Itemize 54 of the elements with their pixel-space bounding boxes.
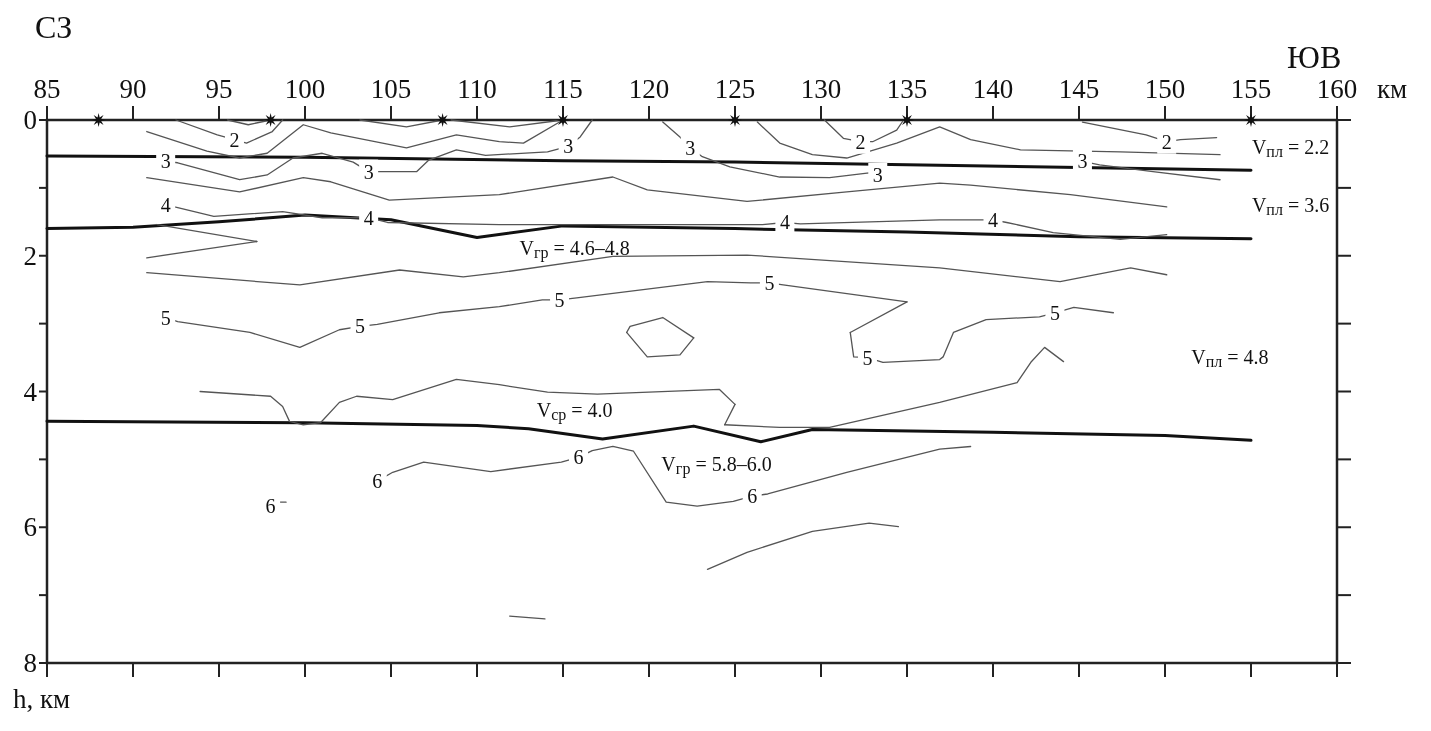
annotation: 3 — [685, 136, 696, 159]
x-tick-label: 155 — [1230, 74, 1272, 104]
annotation: 5 — [764, 271, 775, 294]
annotation: 3 — [1077, 150, 1088, 173]
x-tick-label: 95 — [205, 74, 233, 104]
annotation: 3 — [872, 163, 883, 186]
annotation: V$_{пл}$ = 2.2 — [1251, 136, 1330, 161]
x-tick-label: 145 — [1058, 74, 1100, 104]
y-tick-label: 2 — [23, 240, 37, 271]
annotation: V$_{пл}$ = 3.6 — [1251, 194, 1330, 219]
annotation: V$_{ср}$ = 4.0 — [536, 398, 613, 425]
annotation: 6 — [573, 446, 584, 469]
text: ЮВ — [1287, 39, 1342, 75]
annotation: 3 — [160, 150, 171, 173]
annotation: 5 — [355, 315, 366, 338]
annotation: 3 — [363, 160, 374, 183]
x-tick-label: 135 — [886, 74, 928, 104]
annotation: 5 — [554, 288, 565, 311]
annotation: 2 — [229, 128, 240, 151]
annotation: 2 — [1161, 130, 1172, 153]
x-tick-label: 105 — [370, 74, 412, 104]
x-tick-label: 130 — [800, 74, 842, 104]
y-tick-label: 8 — [23, 648, 37, 678]
y-tick-label: 0 — [23, 105, 37, 135]
annotation: 4 — [160, 193, 171, 216]
annotation: 3 — [563, 135, 574, 158]
annotation: 4 — [363, 206, 374, 229]
x-axis-title: км — [1377, 74, 1408, 104]
annotation: 6 — [747, 485, 758, 508]
y-axis-title: h, км — [13, 684, 71, 714]
x-tick-label: 90 — [119, 74, 147, 104]
x-tick-label: 85 — [33, 74, 61, 104]
y-tick-label: 4 — [23, 376, 38, 407]
x-tick-label: 110 — [457, 74, 497, 104]
x-tick-label: 120 — [628, 74, 670, 104]
annotation: V$_{гр}$ = 4.6–4.8 — [519, 237, 630, 263]
y-tick-label: 6 — [23, 512, 37, 543]
annotation: 4 — [779, 211, 790, 234]
annotation: 5 — [1049, 301, 1060, 324]
annotation: V$_{пл}$ = 4.8 — [1191, 345, 1269, 370]
annotation: 5 — [160, 306, 171, 329]
text: СЗ — [35, 9, 73, 45]
annotation: 2 — [855, 130, 866, 153]
x-tick-label: 125 — [714, 74, 756, 104]
x-tick-label: 115 — [543, 74, 583, 104]
x-tick-label: 160 — [1316, 74, 1358, 104]
annotation: V$_{гр}$ = 5.8–6.0 — [661, 453, 772, 479]
annotation: 6 — [265, 495, 276, 518]
annotation: 6 — [372, 470, 383, 493]
x-tick-label: 140 — [972, 74, 1014, 104]
x-tick-label: 100 — [284, 74, 326, 104]
x-tick-label: 150 — [1144, 74, 1186, 104]
annotation: 4 — [988, 208, 998, 231]
annotation: 5 — [862, 346, 873, 369]
